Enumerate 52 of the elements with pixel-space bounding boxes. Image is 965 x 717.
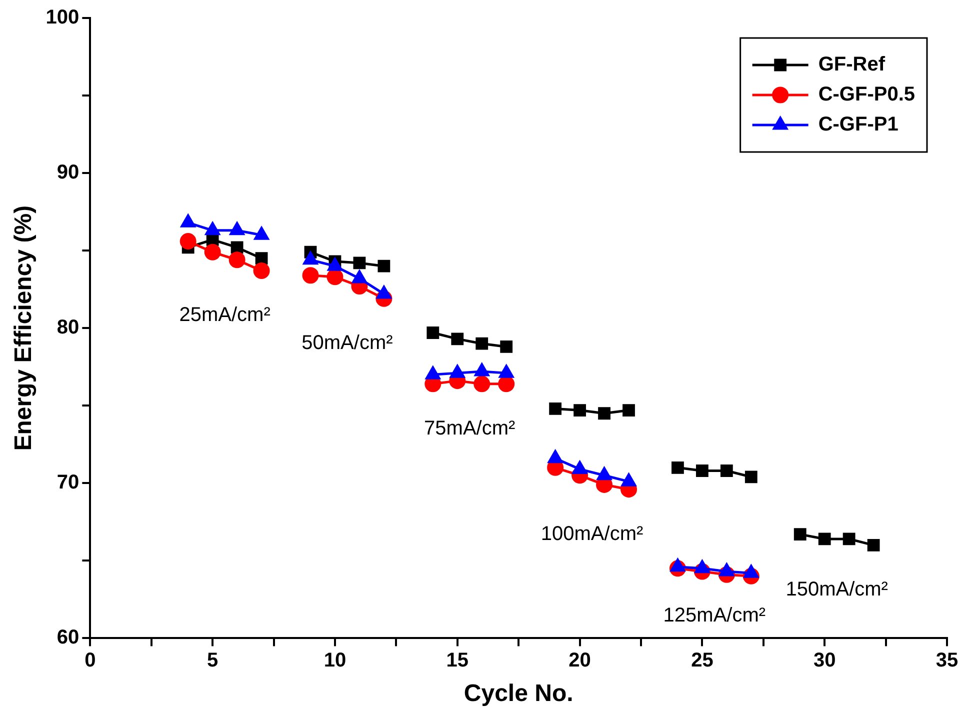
annotation: 100mA/cm²: [540, 522, 644, 545]
y-tick-label: 60: [56, 626, 80, 649]
legend-label: C-GF-P1: [818, 114, 898, 136]
point: [476, 337, 488, 350]
point: [474, 376, 490, 392]
x-tick-label: 15: [446, 650, 469, 672]
point: [302, 267, 319, 284]
point: [549, 402, 562, 415]
x-tick-label: 0: [84, 650, 96, 672]
point: [622, 404, 635, 416]
point: [326, 268, 344, 286]
point: [230, 241, 244, 254]
annotation: 25mA/cm²: [179, 304, 271, 326]
x-tick-label: 20: [568, 650, 591, 672]
y-tick-label: 70: [56, 472, 80, 494]
point: [426, 326, 440, 339]
legend-label: GF-Ref: [818, 54, 886, 76]
point: [180, 233, 196, 250]
annotation: 150mA/cm²: [786, 578, 888, 601]
annotation: 75mA/cm²: [424, 417, 516, 440]
point: [574, 404, 586, 416]
point: [204, 244, 221, 260]
point: [818, 532, 831, 546]
y-tick-label: 100: [46, 6, 80, 29]
y-axis-title: Energy Efficiency (%): [10, 205, 38, 451]
x-axis-title: Cycle No.: [464, 680, 574, 708]
x-tick-label: 10: [324, 650, 346, 672]
point: [842, 532, 856, 546]
point: [867, 538, 880, 552]
y-tick-label: 90: [56, 162, 80, 184]
x-tick-label: 30: [813, 650, 836, 672]
point: [353, 256, 366, 270]
point: [378, 260, 390, 272]
point: [228, 252, 246, 268]
x-tick-label: 5: [207, 650, 218, 672]
annotation: 50mA/cm²: [302, 332, 394, 354]
point: [672, 461, 684, 474]
x-tick-label: 35: [936, 650, 958, 672]
x-tick-label: 25: [691, 650, 714, 672]
point: [255, 252, 268, 265]
point: [598, 407, 610, 420]
point: [794, 528, 806, 541]
point: [500, 340, 513, 353]
point: [720, 464, 733, 477]
annotation: 125mA/cm²: [663, 604, 766, 627]
point: [498, 376, 515, 392]
legend-label: C-GF-P0.5: [818, 84, 916, 106]
point: [253, 262, 270, 279]
y-tick-label: 80: [56, 316, 80, 339]
point: [696, 464, 708, 477]
point: [744, 470, 758, 484]
point: [451, 332, 464, 346]
